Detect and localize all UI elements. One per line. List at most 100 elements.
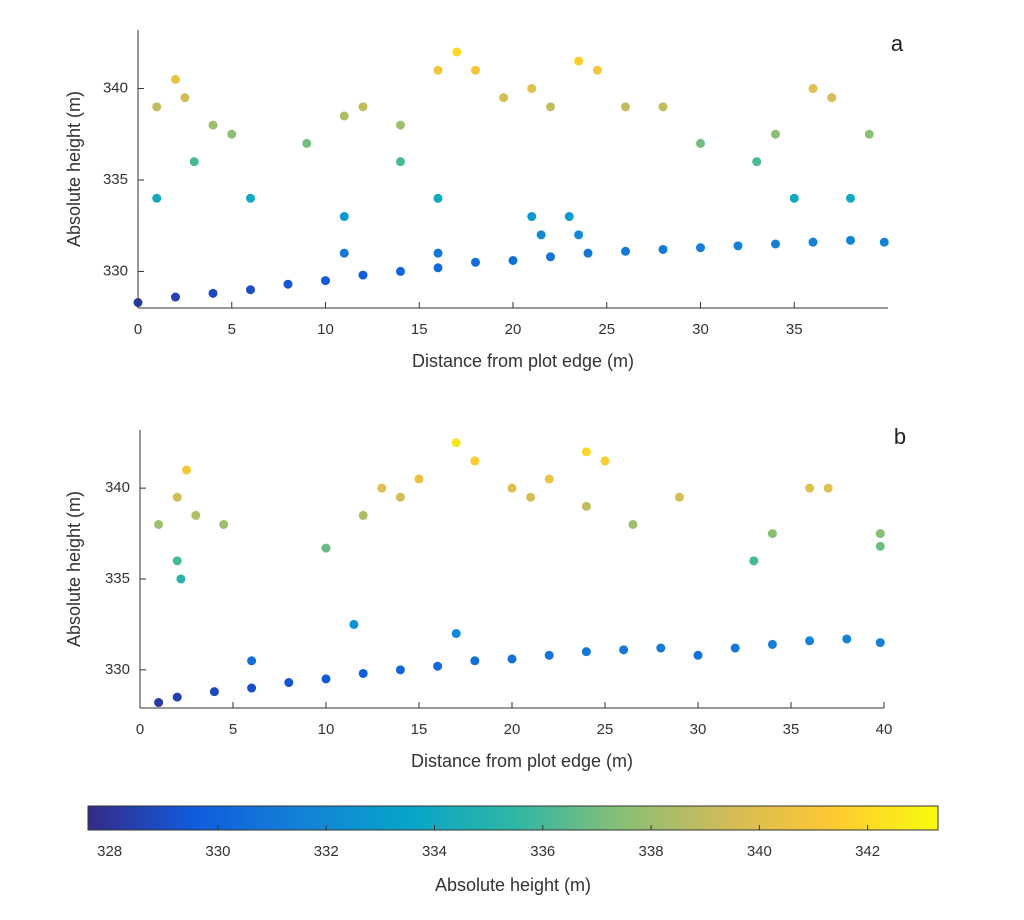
point [621, 246, 630, 256]
point [656, 643, 666, 653]
point [470, 456, 480, 466]
colorbar-tick-label: 342 [855, 843, 880, 860]
point [696, 243, 705, 253]
point [377, 483, 387, 493]
x-tick-label: 5 [228, 321, 236, 338]
x-tick-label: 15 [411, 321, 428, 338]
colorbar-tick-label: 332 [314, 843, 339, 860]
point [574, 56, 584, 66]
point [767, 639, 777, 649]
point [592, 65, 602, 75]
x-tick-label: 35 [783, 721, 800, 738]
point [302, 138, 312, 148]
point [358, 668, 368, 678]
point [499, 93, 509, 103]
point [749, 556, 759, 566]
point [846, 235, 855, 245]
colorbar-tick-label: 328 [97, 843, 122, 860]
point [696, 138, 705, 148]
point [875, 541, 885, 551]
point [846, 193, 855, 203]
panel-label: a [891, 31, 904, 56]
x-tick-label: 30 [690, 721, 707, 738]
point [581, 447, 591, 457]
point [827, 93, 837, 103]
point [433, 193, 443, 203]
point [209, 687, 219, 697]
x-tick-label: 30 [692, 321, 709, 338]
x-axis-label: Distance from plot edge (m) [412, 351, 634, 371]
point [321, 276, 330, 286]
point [321, 674, 331, 684]
point [433, 661, 443, 671]
x-tick-label: 0 [134, 321, 142, 338]
x-axis-label: Distance from plot edge (m) [411, 751, 633, 771]
point [767, 529, 777, 539]
point [433, 65, 443, 75]
x-tick-label: 25 [598, 321, 615, 338]
point [433, 263, 443, 273]
y-tick-label: 330 [103, 262, 128, 279]
point [771, 129, 780, 139]
point [805, 483, 815, 493]
x-tick-label: 25 [597, 721, 614, 738]
point [182, 465, 191, 475]
point [358, 510, 368, 520]
point [693, 650, 703, 660]
point [730, 643, 740, 653]
point [471, 65, 480, 75]
colorbar-tick-label: 330 [205, 843, 230, 860]
point [208, 288, 218, 298]
point [396, 266, 405, 276]
point [581, 647, 591, 657]
x-tick-label: 0 [136, 721, 144, 738]
point [451, 438, 461, 448]
point [752, 157, 762, 167]
point [433, 248, 443, 258]
point [358, 270, 368, 280]
point [227, 129, 237, 139]
point [583, 248, 593, 258]
colorbar-label: Absolute height (m) [435, 875, 591, 895]
y-tick-label: 335 [103, 171, 128, 188]
point [574, 230, 584, 240]
point [808, 84, 818, 94]
point [172, 492, 182, 502]
point [283, 279, 293, 289]
point [395, 665, 405, 675]
point [339, 248, 349, 258]
point [180, 93, 190, 103]
point [581, 501, 591, 511]
y-tick-label: 340 [103, 79, 128, 96]
point [247, 683, 257, 693]
panel-label: b [894, 424, 906, 449]
point [546, 252, 555, 262]
point [219, 519, 229, 529]
point [176, 574, 186, 584]
point [208, 120, 218, 130]
x-tick-label: 20 [505, 321, 522, 338]
y-axis-label: Absolute height (m) [64, 91, 84, 247]
point [619, 645, 629, 655]
point [628, 519, 638, 529]
x-tick-label: 15 [411, 721, 428, 738]
point [189, 157, 199, 167]
point [358, 102, 368, 112]
point [152, 193, 162, 203]
point [789, 193, 799, 203]
y-tick-label: 340 [105, 479, 130, 496]
x-tick-label: 20 [504, 721, 521, 738]
point [527, 84, 537, 94]
point [395, 492, 405, 502]
point [396, 120, 405, 130]
point [247, 656, 257, 666]
point [526, 492, 536, 502]
point [508, 255, 518, 265]
point [771, 239, 780, 249]
point [875, 638, 885, 648]
point [172, 556, 182, 566]
point [544, 650, 554, 660]
point [507, 483, 517, 493]
point [658, 102, 668, 112]
